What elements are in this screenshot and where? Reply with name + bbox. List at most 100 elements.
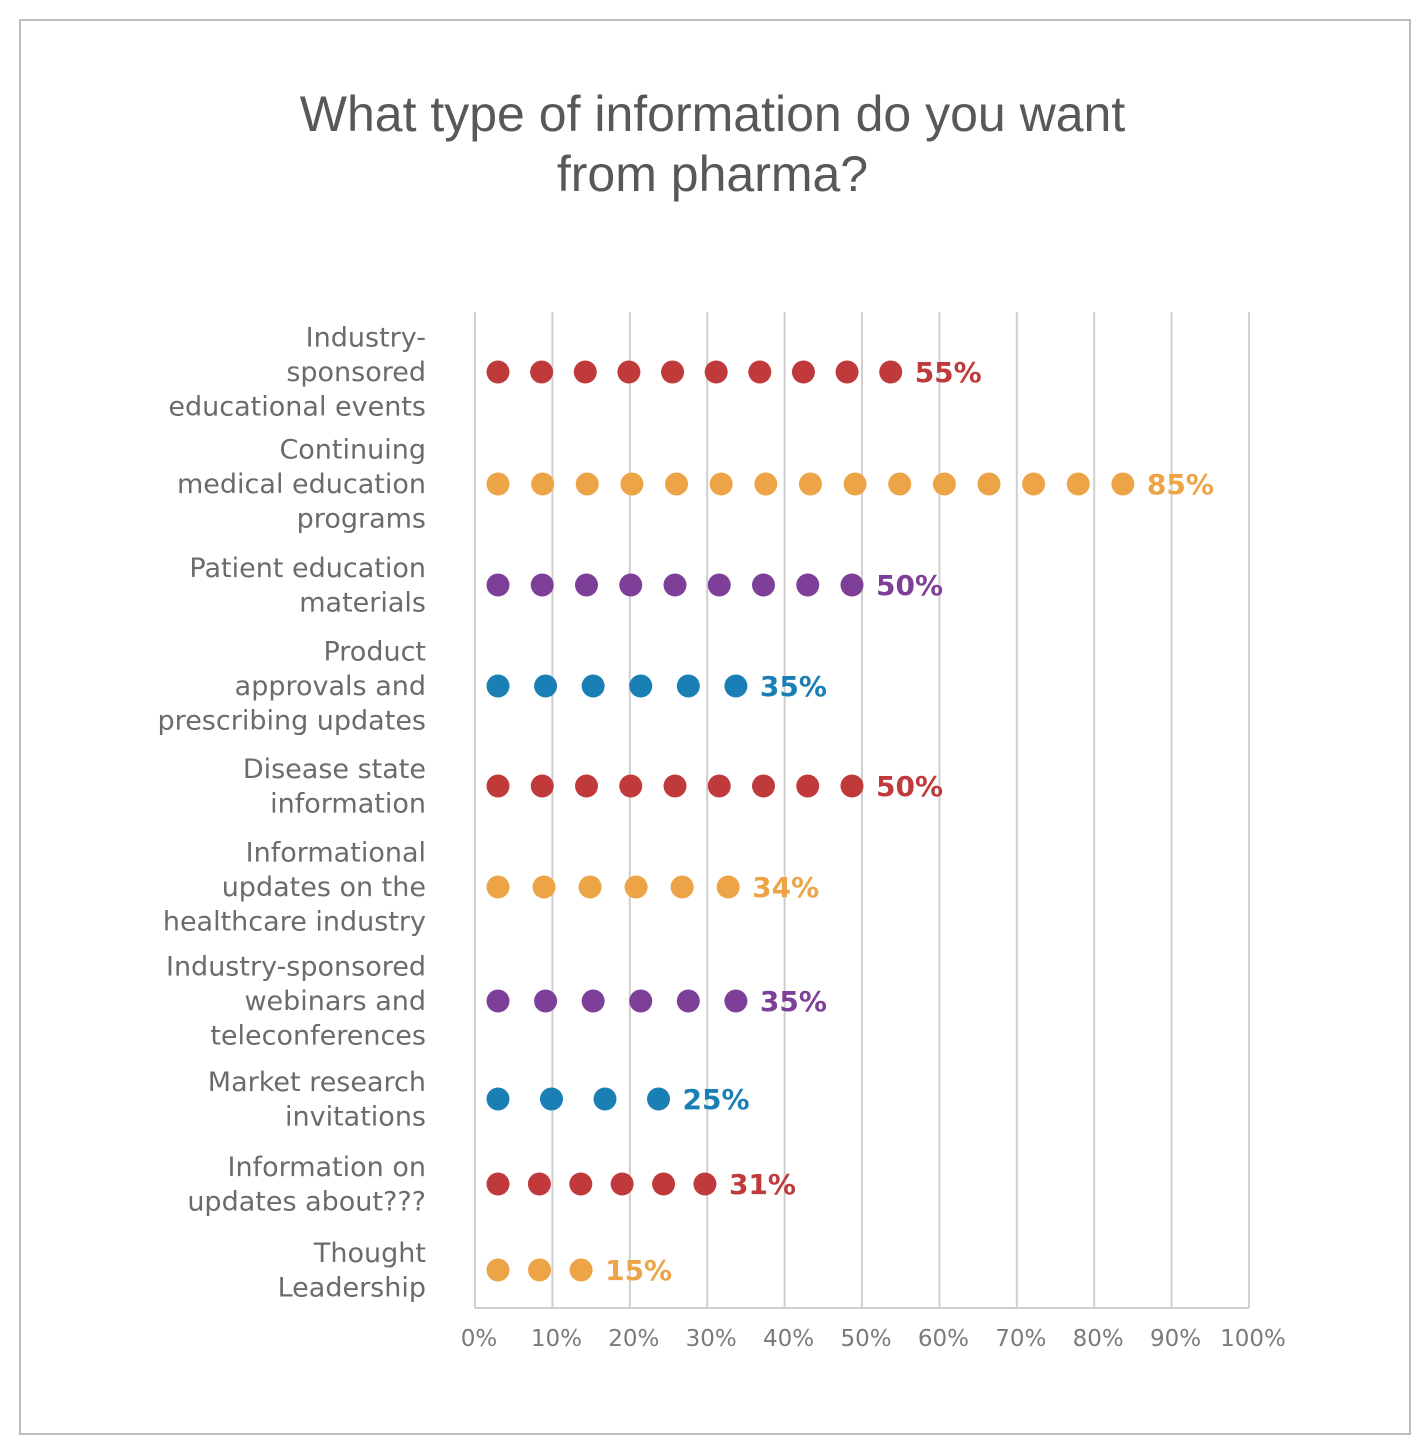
- category-label: teleconferences: [210, 1021, 426, 1052]
- data-dot: [534, 674, 558, 698]
- data-dot: [486, 1172, 510, 1196]
- category-label: Thought: [313, 1238, 426, 1269]
- data-dot: [486, 360, 510, 384]
- x-tick-label: 90%: [1150, 1326, 1201, 1352]
- x-tick-label: 20%: [608, 1326, 659, 1352]
- data-dot: [593, 1087, 617, 1111]
- category-label: Market research: [208, 1067, 426, 1098]
- data-dot: [619, 774, 643, 798]
- value-label: 35%: [760, 670, 827, 703]
- x-tick-label: 40%: [763, 1326, 814, 1352]
- data-dot: [879, 360, 903, 384]
- data-dot: [840, 774, 864, 798]
- data-dot: [661, 360, 685, 384]
- category-label: medical education: [177, 469, 426, 500]
- data-dot: [617, 360, 641, 384]
- category-label: Leadership: [278, 1272, 426, 1303]
- data-dot: [575, 573, 598, 597]
- data-dot: [1111, 472, 1135, 496]
- data-dot: [663, 774, 687, 798]
- data-dot: [629, 674, 653, 698]
- category-label: information: [270, 788, 426, 819]
- data-dot: [752, 573, 775, 597]
- category-label: Industry-: [306, 323, 426, 354]
- data-dot: [486, 573, 510, 597]
- data-dot: [932, 472, 956, 496]
- data-dot: [534, 989, 558, 1013]
- data-dot: [486, 472, 510, 496]
- data-dot: [619, 573, 643, 597]
- data-dot: [581, 989, 605, 1013]
- data-dot: [486, 674, 510, 698]
- category-label: sponsored: [286, 357, 426, 388]
- data-dot: [569, 1172, 593, 1196]
- value-label: 34%: [752, 871, 819, 904]
- category-label: educational events: [168, 392, 426, 423]
- data-dot: [704, 360, 728, 384]
- category-label: updates on the: [222, 872, 426, 903]
- chart-title: What type of information do you want fro…: [0, 84, 1425, 204]
- data-dot: [663, 573, 687, 597]
- category-label: programs: [297, 504, 426, 535]
- x-tick-label: 80%: [1073, 1326, 1124, 1352]
- data-dot: [888, 472, 912, 496]
- category-label: Disease state: [243, 754, 426, 785]
- data-dot: [624, 875, 648, 899]
- data-dot: [581, 674, 605, 698]
- category-label: Informational: [246, 838, 426, 869]
- data-dot: [798, 472, 822, 496]
- value-label: 35%: [760, 985, 827, 1018]
- data-dot: [573, 360, 597, 384]
- category-label: Industry-sponsored: [166, 952, 426, 983]
- category-label: Product: [323, 637, 426, 668]
- data-dot: [724, 989, 748, 1013]
- data-dot: [610, 1172, 634, 1196]
- data-dot: [840, 573, 864, 597]
- value-label: 50%: [876, 569, 943, 602]
- data-dot: [748, 360, 772, 384]
- data-dot: [530, 774, 554, 798]
- data-dot: [531, 472, 555, 496]
- category-label: healthcare industry: [163, 907, 426, 938]
- data-dot: [530, 573, 554, 597]
- data-dot: [977, 472, 1001, 496]
- value-label: 31%: [729, 1168, 796, 1201]
- data-dot: [652, 1172, 676, 1196]
- x-axis-tick-labels: 0% 10% 20% 30% 40% 50% 60% 70% 80% 90% 100%: [461, 1326, 1286, 1352]
- category-label: webinars and: [244, 986, 426, 1017]
- category-label: Continuing: [279, 435, 426, 466]
- data-dot: [796, 774, 820, 798]
- category-labels: Industry-sponsored educational events Cont…: [158, 323, 426, 1304]
- chart-frame: [19, 19, 1411, 1435]
- category-label: approvals and: [235, 671, 426, 702]
- x-tick-label: 60%: [918, 1326, 969, 1352]
- data-dot: [835, 360, 859, 384]
- data-dot: [676, 674, 700, 698]
- data-dot: [676, 989, 700, 1013]
- data-dot: [528, 1258, 552, 1282]
- value-labels: 55% 85% 50% 35% 50% 34% 35% 25% 31% 15%: [605, 356, 1214, 1287]
- category-label: prescribing updates: [158, 706, 426, 737]
- data-dot: [486, 989, 510, 1013]
- data-dot: [843, 472, 867, 496]
- category-label: Patient education: [189, 553, 426, 584]
- data-dot: [665, 472, 689, 496]
- data-dot: [707, 573, 731, 597]
- data-dot: [569, 1258, 593, 1282]
- data-dot: [693, 1172, 717, 1196]
- data-dot: [540, 1087, 563, 1111]
- x-tick-label: 50%: [840, 1326, 891, 1352]
- data-dot: [486, 1087, 510, 1111]
- data-dot: [486, 875, 510, 899]
- x-tick-label: 100%: [1220, 1326, 1286, 1352]
- data-dot: [620, 472, 644, 496]
- dot-series: [486, 360, 1135, 1282]
- x-tick-label: 30%: [686, 1326, 737, 1352]
- data-dot: [752, 774, 775, 798]
- data-dot: [486, 1258, 510, 1282]
- data-dot: [791, 360, 815, 384]
- x-tick-label: 10%: [531, 1326, 582, 1352]
- value-label: 50%: [876, 770, 943, 803]
- data-dot: [716, 875, 740, 899]
